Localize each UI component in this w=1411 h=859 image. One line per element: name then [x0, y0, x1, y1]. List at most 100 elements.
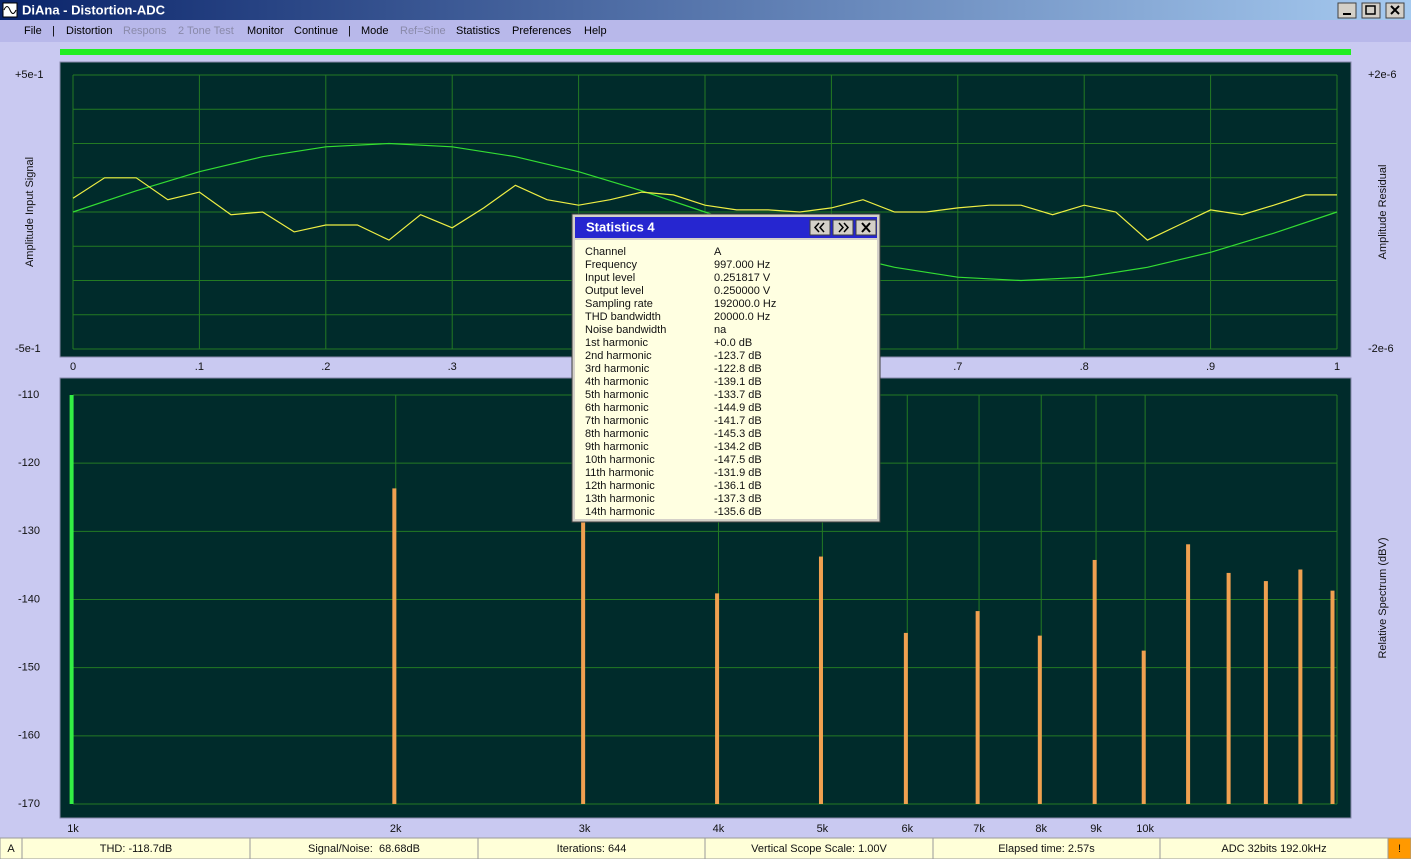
- statistics-value: 0.251817 V: [714, 272, 771, 284]
- spectrum-x-tick-label: 2k: [390, 823, 402, 835]
- scope-y-tick-label: -5e-1: [15, 343, 41, 355]
- statistics-label: THD bandwidth: [585, 311, 661, 323]
- spectrum-x-tick-label: 6k: [901, 823, 913, 835]
- spectrum-bar: [1092, 559, 1097, 804]
- menu-item: 2 Tone Test: [178, 25, 234, 37]
- status-text: Iterations: 644: [557, 843, 627, 855]
- statistics-value: na: [714, 324, 727, 336]
- statistics-value: -133.7 dB: [714, 389, 762, 401]
- statistics-value: 20000.0 Hz: [714, 311, 770, 323]
- minimize-button[interactable]: [1337, 2, 1357, 19]
- menu-item[interactable]: Distortion: [66, 25, 112, 37]
- menu-item[interactable]: Statistics: [456, 25, 501, 37]
- menu-item[interactable]: Mode: [361, 25, 389, 37]
- statistics-value: -147.5 dB: [714, 454, 762, 466]
- statistics-value: -139.1 dB: [714, 376, 762, 388]
- status-text: Elapsed time: 2.57s: [998, 843, 1095, 855]
- previous-icon: [813, 222, 825, 233]
- scope-trace: [72, 177, 1337, 241]
- statistics-value: 0.250000 V: [714, 285, 771, 297]
- spectrum-x-tick-label: 1k: [67, 823, 79, 835]
- statistics-label: Channel: [585, 246, 626, 258]
- spectrum-y-tick-label: -110: [18, 389, 39, 401]
- scope-y2-tick-label: +2e-6: [1368, 69, 1396, 81]
- statistics-label: 2nd harmonic: [585, 350, 652, 362]
- statistics-label: 14th harmonic: [585, 506, 655, 518]
- scope-trace: [72, 142, 1338, 282]
- spectrum-bar: [1298, 569, 1303, 804]
- close-icon: [861, 222, 871, 233]
- spectrum-bar: [1263, 581, 1268, 804]
- statistics-label: 11th harmonic: [585, 467, 654, 479]
- statistics-label: Noise bandwidth: [585, 324, 666, 336]
- scope-y2-label: Amplitude Residual: [1377, 165, 1389, 260]
- scope-x-tick-label: .2: [321, 361, 330, 373]
- menu-item[interactable]: Help: [584, 25, 607, 37]
- statistics-label: Output level: [585, 285, 644, 297]
- statistics-label: 13th harmonic: [585, 493, 655, 505]
- spectrum-y-tick-label: -150: [18, 662, 40, 674]
- spectrum-x-tick-label: 4k: [713, 823, 725, 835]
- menu-item[interactable]: Monitor: [247, 25, 284, 37]
- statistics-title-bar: [575, 217, 877, 238]
- menu-bar: [0, 20, 1411, 42]
- statistics-label: 8th harmonic: [585, 428, 649, 440]
- scope-x-tick-label: .7: [953, 361, 962, 373]
- status-text: ADC 32bits 192.0kHz: [1221, 843, 1326, 855]
- spectrum-x-tick-label: 3k: [579, 823, 591, 835]
- statistics-label: 6th harmonic: [585, 402, 649, 414]
- spectrum-y-tick-label: -130: [18, 525, 40, 537]
- menu-item[interactable]: |: [348, 25, 351, 37]
- statistics-value: -123.7 dB: [714, 350, 762, 362]
- spectrum-bar: [69, 395, 74, 804]
- statistics-value: -135.6 dB: [714, 506, 762, 518]
- menu-item[interactable]: |: [52, 25, 55, 37]
- status-text: THD: -118.7dB: [100, 843, 173, 855]
- scope-y-label: Amplitude Input Signal: [24, 157, 36, 267]
- statistics-body: [575, 240, 877, 519]
- window-title: DiAna - Distortion-ADC: [22, 2, 166, 17]
- spectrum-bar: [1226, 572, 1231, 804]
- statistics-value: -145.3 dB: [714, 428, 762, 440]
- statistics-value: +0.0 dB: [714, 337, 752, 349]
- status-text: !: [1398, 843, 1401, 855]
- spectrum-y-tick-label: -120: [18, 457, 40, 469]
- spectrum-x-tick-label: 7k: [973, 823, 985, 835]
- statistics-value: A: [714, 246, 722, 258]
- statistics-label: 5th harmonic: [585, 389, 649, 401]
- spectrum-bar: [1330, 590, 1335, 804]
- statistics-label: 3rd harmonic: [585, 363, 650, 375]
- spectrum-bar: [1037, 635, 1042, 804]
- statistics-label: 9th harmonic: [585, 441, 649, 453]
- statistics-label: 7th harmonic: [585, 415, 649, 427]
- spectrum-bar: [818, 556, 823, 804]
- statistics-value: -131.9 dB: [714, 467, 762, 479]
- statistics-label: Frequency: [585, 259, 637, 271]
- spectrum-x-tick-label: 5k: [817, 823, 829, 835]
- statistics-value: -136.1 dB: [714, 480, 762, 492]
- statistics-label: 12th harmonic: [585, 480, 655, 492]
- menu-item[interactable]: File: [24, 25, 42, 37]
- close-icon: [1390, 5, 1400, 15]
- spectrum-bar: [715, 593, 720, 804]
- statistics-value: -141.7 dB: [714, 415, 762, 427]
- scope-x-tick-label: .1: [195, 361, 204, 373]
- statistics-value: -144.9 dB: [714, 402, 762, 414]
- next-icon: [838, 222, 850, 233]
- statistics-label: 1st harmonic: [585, 337, 648, 349]
- statistics-label: Input level: [585, 272, 635, 284]
- title-bar: [0, 0, 1411, 20]
- spectrum-x-tick-label: 10k: [1136, 823, 1154, 835]
- statistics-label: Sampling rate: [585, 298, 653, 310]
- status-text: Vertical Scope Scale: 1.00V: [751, 843, 887, 855]
- menu-item[interactable]: Preferences: [512, 25, 572, 37]
- spectrum-y-tick-label: -140: [18, 593, 40, 605]
- scope-y-tick-label: +5e-1: [15, 69, 43, 81]
- menu-item[interactable]: Continue: [294, 25, 338, 37]
- spectrum-bar: [903, 632, 908, 804]
- statistics-value: 192000.0 Hz: [714, 298, 776, 310]
- statistics-label: 10th harmonic: [585, 454, 655, 466]
- statistics-value: -122.8 dB: [714, 363, 762, 375]
